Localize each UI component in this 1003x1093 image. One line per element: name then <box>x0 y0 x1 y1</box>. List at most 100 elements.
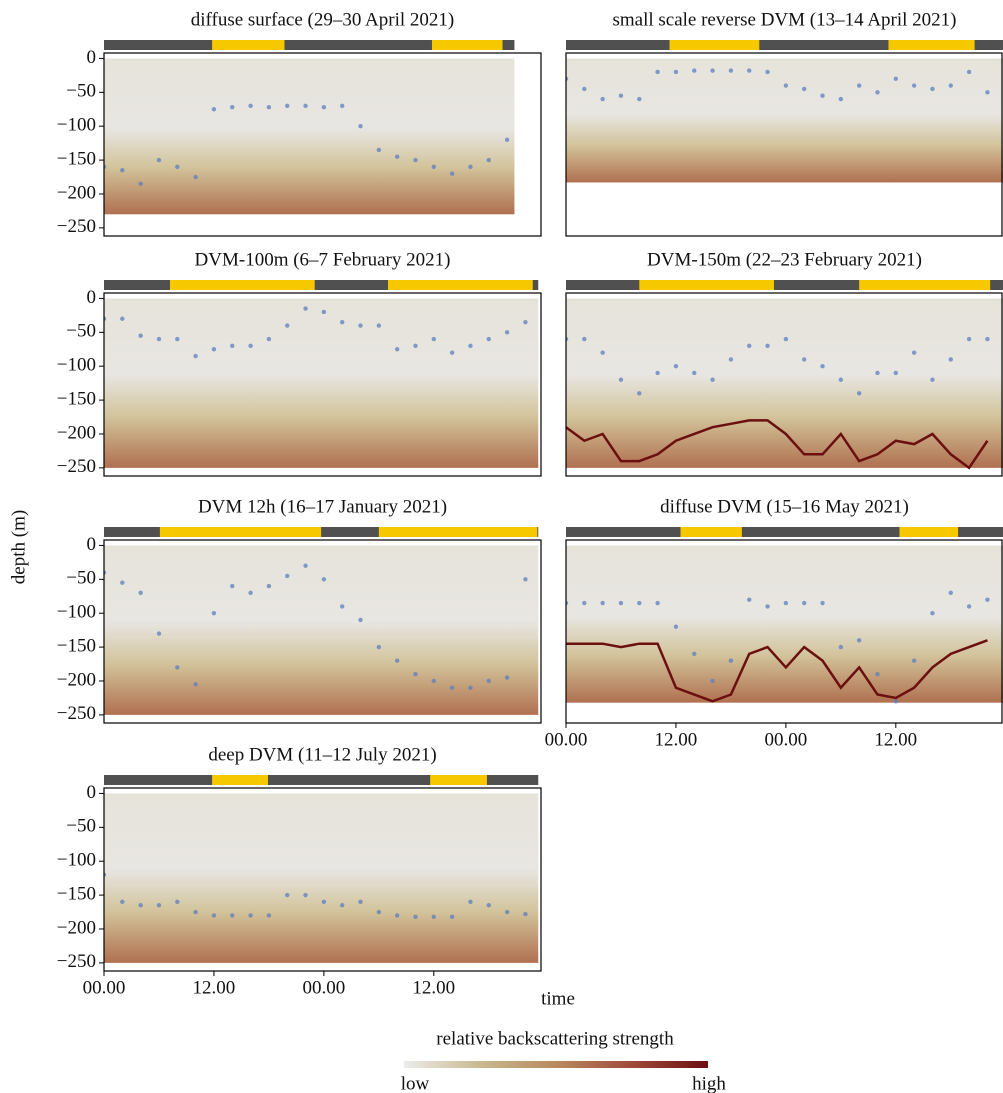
panel-frame <box>103 539 542 724</box>
x-tick-label: 00.00 <box>83 977 126 998</box>
depth-point <box>211 347 217 352</box>
depth-point <box>783 83 789 88</box>
depth-point <box>820 93 825 98</box>
depth-point <box>230 913 235 918</box>
depth-point <box>285 103 290 109</box>
depth-point <box>211 913 217 918</box>
depth-point <box>303 892 308 898</box>
depth-point <box>523 319 528 325</box>
daylight-bar <box>169 280 315 290</box>
depth-point <box>156 631 162 636</box>
depth-point <box>449 171 455 176</box>
depth-point <box>930 86 935 92</box>
y-tick-label: −150 <box>57 148 96 169</box>
depth-point <box>820 600 825 606</box>
depth-point <box>486 157 491 163</box>
x-axis-label: time <box>541 988 575 1009</box>
depth-point <box>266 913 272 918</box>
depth-point <box>449 914 455 919</box>
depth-point <box>930 377 935 382</box>
depth-point <box>911 350 917 355</box>
depth-point <box>893 370 899 376</box>
depth-point <box>339 604 345 609</box>
depth-point <box>175 164 180 170</box>
depth-point <box>637 96 642 102</box>
depth-point <box>692 68 697 73</box>
panel-title: DVM 12h (16–17 January 2021) <box>198 496 447 517</box>
panel-frame <box>565 292 1003 477</box>
y-tick-label: −150 <box>57 883 96 904</box>
depth-point <box>600 350 605 355</box>
depth-point <box>285 573 290 579</box>
panel-frame <box>103 787 542 972</box>
depth-point <box>431 678 437 684</box>
depth-point <box>376 147 382 153</box>
depth-point <box>266 583 272 589</box>
depth-point <box>504 909 510 915</box>
daylight-bar <box>899 527 959 537</box>
depth-point <box>966 604 972 609</box>
y-tick-label: −200 <box>57 422 96 443</box>
panel-title: deep DVM (11–12 July 2021) <box>208 744 436 765</box>
y-tick-label: −150 <box>57 635 96 656</box>
x-tick-label: 12.00 <box>193 977 236 998</box>
night-bar <box>104 280 539 290</box>
depth-point <box>710 678 715 684</box>
y-tick-label: −200 <box>57 669 96 690</box>
panel-frame <box>565 52 1003 237</box>
depth-point <box>893 76 899 81</box>
depth-point <box>710 68 715 73</box>
depth-point <box>486 903 491 908</box>
panel-title: diffuse DVM (15–16 May 2021) <box>660 496 909 517</box>
depth-point <box>468 685 473 690</box>
depth-point <box>692 651 697 657</box>
depth-point <box>230 105 235 110</box>
y-tick-label: −100 <box>57 602 96 623</box>
depth-point <box>431 336 437 342</box>
depth-point <box>747 68 752 73</box>
depth-point <box>248 913 253 918</box>
daylight-bar <box>639 280 774 290</box>
echogram <box>566 58 1003 183</box>
depth-point <box>358 323 363 328</box>
depth-point <box>966 336 972 342</box>
depth-point <box>156 157 162 163</box>
depth-point <box>156 903 162 908</box>
depth-point <box>765 604 770 609</box>
depth-point <box>175 899 180 905</box>
y-tick-label: −100 <box>57 355 96 376</box>
depth-point <box>856 83 862 88</box>
depth-point <box>230 343 235 349</box>
panel-title: DVM-150m (22–23 February 2021) <box>647 249 922 270</box>
echogram <box>104 58 515 215</box>
x-tick-label: 12.00 <box>874 729 917 750</box>
night-bar <box>566 40 1003 50</box>
depth-point <box>582 600 587 606</box>
colorbar <box>404 1061 708 1068</box>
depth-point <box>600 96 605 102</box>
depth-point <box>985 336 990 342</box>
depth-point <box>449 350 455 355</box>
y-tick-label: −200 <box>57 182 96 203</box>
y-tick-label: −100 <box>57 115 96 136</box>
y-tick-label: 0 <box>87 782 97 803</box>
depth-point <box>175 336 180 342</box>
echogram <box>104 545 539 715</box>
depth-point <box>747 597 752 602</box>
depth-point <box>431 914 437 919</box>
daylight-bar <box>431 40 503 50</box>
depth-point <box>504 330 510 335</box>
panel-title: small scale reverse DVM (13–14 April 202… <box>612 9 956 30</box>
depth-point <box>303 103 308 109</box>
depth-point <box>838 644 844 650</box>
depth-point <box>303 563 308 568</box>
depth-point <box>875 370 880 376</box>
panel-plot <box>566 545 1003 704</box>
daylight-bar <box>388 280 533 290</box>
y-tick-label: −150 <box>57 388 96 409</box>
depth-point <box>728 68 734 73</box>
depth-point <box>673 624 679 629</box>
depth-point <box>321 577 327 582</box>
depth-point <box>523 577 528 582</box>
depth-point <box>875 672 880 677</box>
